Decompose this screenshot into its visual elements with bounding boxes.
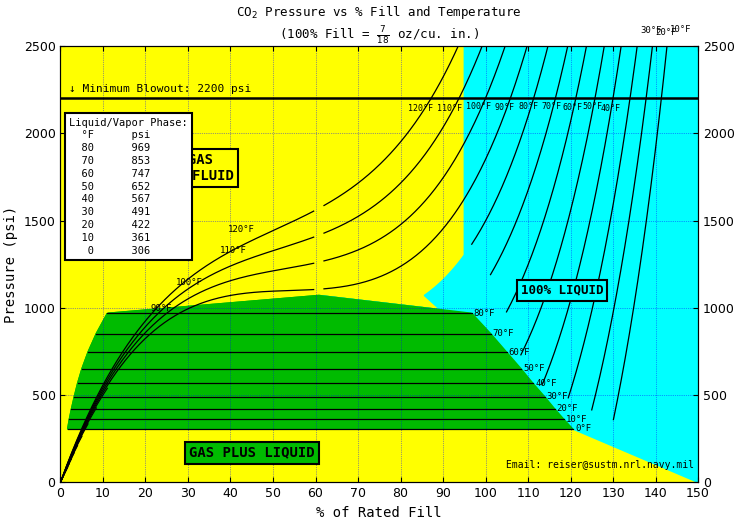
Text: Liquid/Vapor Phase:
  °F      psi
  80      969
  70      853
  60      747
  50: Liquid/Vapor Phase: °F psi 80 969 70 853… <box>69 117 188 256</box>
Polygon shape <box>68 296 573 429</box>
Text: 80°F: 80°F <box>519 102 539 111</box>
Text: 100°F: 100°F <box>176 278 202 287</box>
Text: 110°F: 110°F <box>220 246 247 255</box>
Text: 40°F: 40°F <box>535 379 556 388</box>
X-axis label: % of Rated Fill: % of Rated Fill <box>316 506 442 520</box>
Text: 70°F: 70°F <box>541 102 562 112</box>
Text: GAS PLUS LIQUID: GAS PLUS LIQUID <box>189 446 315 460</box>
Text: 120°F: 120°F <box>228 225 255 234</box>
Title: CO$_2$ Pressure vs % Fill and Temperature
(100% Fill = $\frac{7}{18}$ oz/cu. in.: CO$_2$ Pressure vs % Fill and Temperatur… <box>236 4 522 46</box>
Text: 0°F: 0°F <box>575 424 591 433</box>
Polygon shape <box>68 296 573 429</box>
Text: 20°F: 20°F <box>556 404 578 413</box>
Text: 60°F: 60°F <box>562 103 582 112</box>
Text: 30°F: 30°F <box>547 392 568 401</box>
Text: 90°F: 90°F <box>494 103 514 112</box>
Text: 20°F: 20°F <box>655 28 677 37</box>
Text: 60°F: 60°F <box>508 347 530 356</box>
Text: 100% GAS
OR SUPERFLUID: 100% GAS OR SUPERFLUID <box>125 153 234 183</box>
Text: Email: reiser@sustm.nrl.navy.mil: Email: reiser@sustm.nrl.navy.mil <box>506 460 694 470</box>
Text: 50°F: 50°F <box>582 102 602 111</box>
Text: 80°F: 80°F <box>474 309 495 318</box>
Text: 90°F: 90°F <box>150 304 171 313</box>
Text: 100°F: 100°F <box>466 103 491 112</box>
Text: 110°F: 110°F <box>437 104 463 113</box>
Text: 50°F: 50°F <box>523 364 545 373</box>
Text: 40°F: 40°F <box>600 104 620 113</box>
Polygon shape <box>319 28 698 483</box>
Text: ↓ Minimum Blowout: 2200 psi: ↓ Minimum Blowout: 2200 psi <box>69 84 251 94</box>
Text: 30°F: 30°F <box>641 26 662 35</box>
Text: 10°F: 10°F <box>670 25 692 34</box>
Text: 100% LIQUID: 100% LIQUID <box>521 284 603 297</box>
Text: 70°F: 70°F <box>493 329 514 338</box>
Y-axis label: Pressure (psi): Pressure (psi) <box>4 205 18 323</box>
Text: 120°F: 120°F <box>408 104 432 113</box>
Text: 10°F: 10°F <box>566 415 588 424</box>
